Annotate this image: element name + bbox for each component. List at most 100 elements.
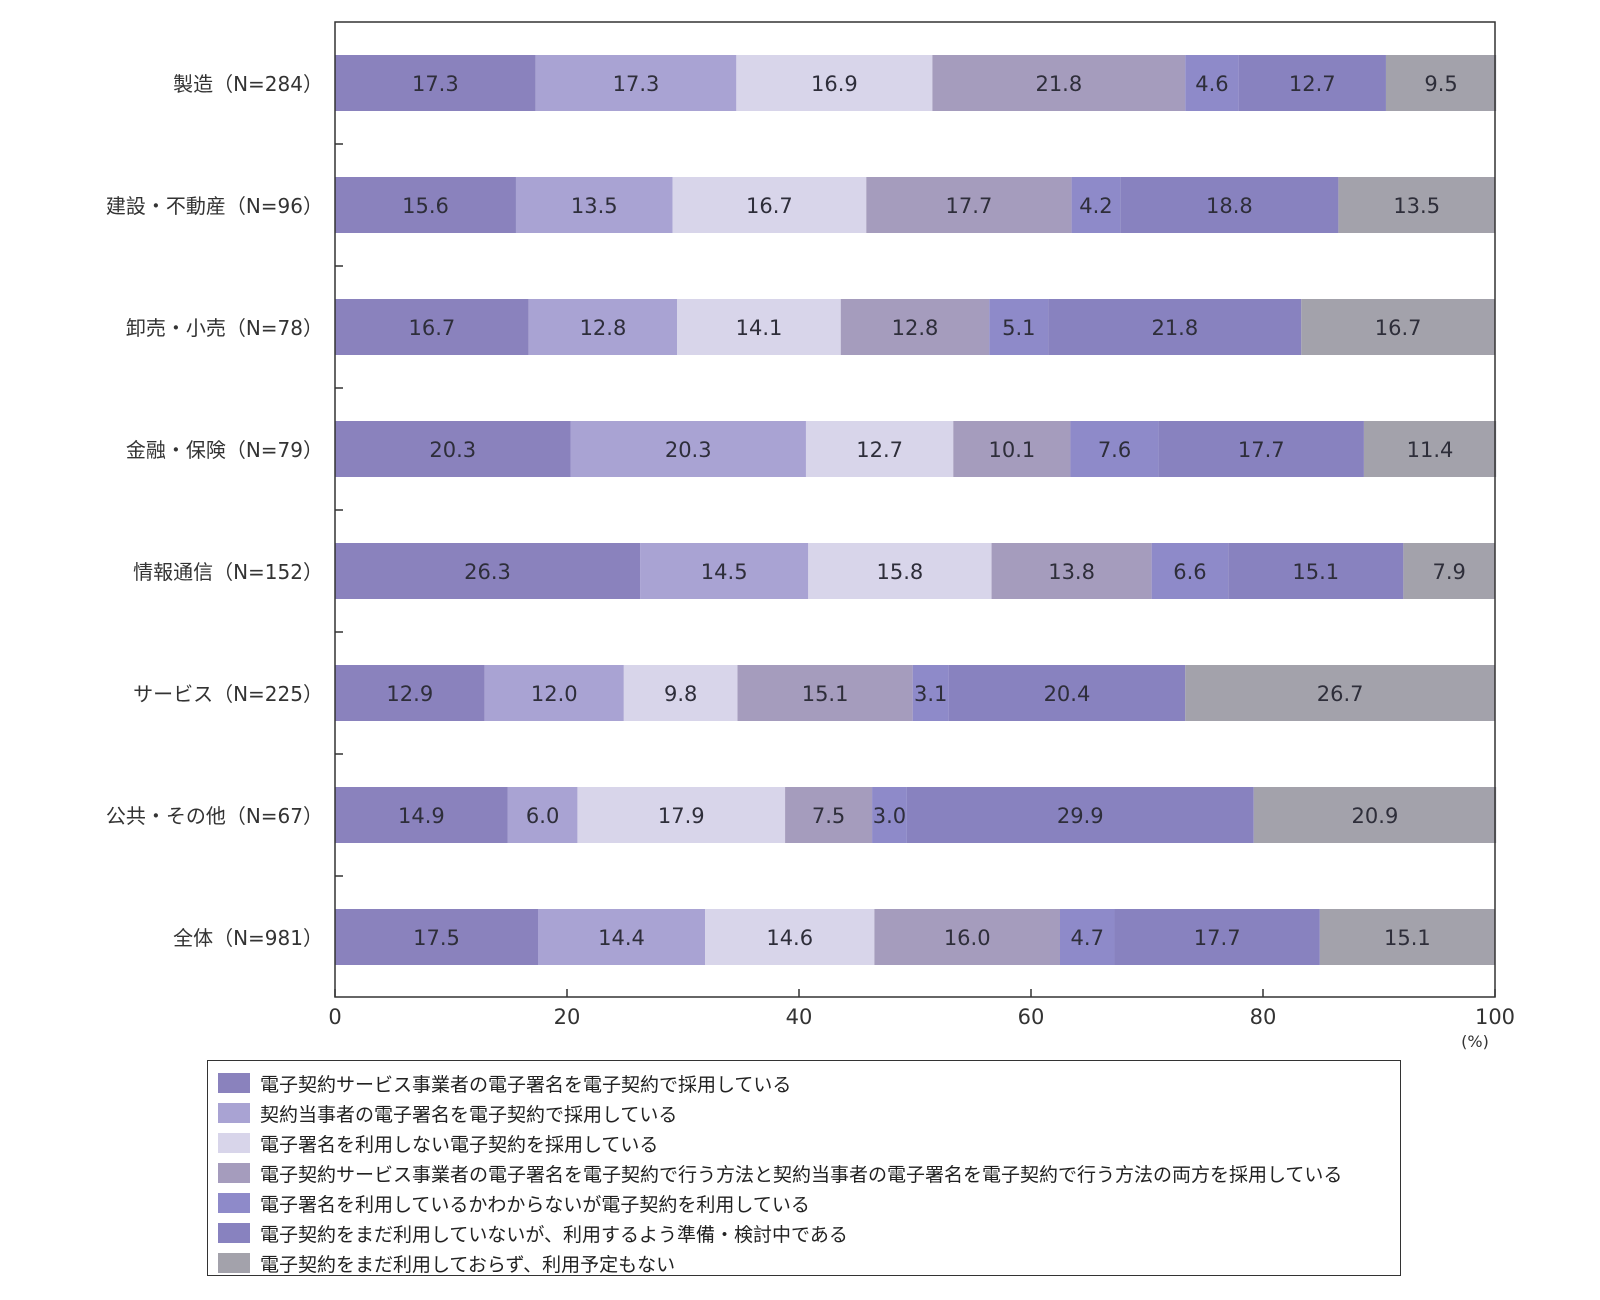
bar-segment	[577, 787, 786, 843]
data-label: 20.4	[1044, 682, 1091, 706]
data-label: 14.1	[736, 316, 783, 340]
legend-swatch	[218, 1193, 250, 1213]
category-label: 全体（N=981）	[173, 926, 323, 950]
data-label: 13.8	[1048, 560, 1095, 584]
bar-segment	[1071, 177, 1121, 233]
data-label: 6.0	[526, 804, 559, 828]
legend-item: 電子契約をまだ利用していないが、利用するよう準備・検討中である	[218, 1218, 1400, 1248]
legend-item: 電子署名を利用しない電子契約を採用している	[218, 1128, 1400, 1158]
bar-segment	[1120, 177, 1339, 233]
data-label: 11.4	[1407, 438, 1454, 462]
bar-segment	[736, 55, 933, 111]
legend-swatch	[218, 1223, 250, 1243]
x-tick-label: 40	[786, 1005, 813, 1029]
bar-segment	[335, 55, 536, 111]
legend-item: 電子契約をまだ利用しておらず、利用予定もない	[218, 1248, 1400, 1278]
data-label: 21.8	[1151, 316, 1198, 340]
data-label: 16.0	[944, 926, 991, 950]
data-label: 17.3	[412, 72, 459, 96]
legend-item: 電子契約サービス事業者の電子署名を電子契約で採用している	[218, 1068, 1400, 1098]
data-label: 20.3	[429, 438, 476, 462]
bar-segment	[1301, 299, 1495, 355]
data-label: 15.8	[877, 560, 924, 584]
legend-item: 電子契約サービス事業者の電子署名を電子契約で行う方法と契約当事者の電子署名を電子…	[218, 1158, 1400, 1188]
data-label: 16.7	[408, 316, 455, 340]
legend-swatch	[218, 1073, 250, 1093]
legend-swatch	[218, 1253, 250, 1273]
category-label: サービス（N=225）	[133, 682, 323, 706]
bar-segment	[872, 787, 907, 843]
category-label: 製造（N=284）	[173, 72, 323, 96]
data-label: 12.7	[856, 438, 903, 462]
bar-segment	[1060, 909, 1115, 965]
x-tick-label: 80	[1250, 1005, 1277, 1029]
bar-segment	[570, 421, 806, 477]
bars-group: 17.3 17.3 16.9 21.8 4.6 12.7 9.5 15.6 13.5 16.7 17…	[335, 55, 1497, 965]
bar-segment	[805, 421, 954, 477]
data-label: 17.7	[1238, 438, 1285, 462]
data-label: 15.1	[1384, 926, 1431, 950]
data-label: 16.7	[746, 194, 793, 218]
bar-segment	[507, 787, 578, 843]
data-label: 14.4	[598, 926, 645, 950]
legend-swatch	[218, 1133, 250, 1153]
data-label: 12.8	[892, 316, 939, 340]
stacked-bar-chart: 17.3 17.3 16.9 21.8 4.6 12.7 9.5 15.6 13.5 16.7 17…	[106, 21, 1515, 1051]
data-label: 14.6	[766, 926, 813, 950]
bar-segment	[737, 665, 913, 721]
legend-swatch	[218, 1103, 250, 1123]
bar-segment	[335, 177, 516, 233]
bar-segment	[866, 177, 1072, 233]
bar-segment	[1114, 909, 1320, 965]
chart-legend: 電子契約サービス事業者の電子署名を電子契約で採用している契約当事者の電子署名を電…	[207, 1060, 1401, 1276]
bar-segment	[538, 909, 706, 965]
data-label: 7.6	[1098, 438, 1131, 462]
bar-segment	[1319, 909, 1495, 965]
bar-segment	[840, 299, 990, 355]
bar-segment	[1158, 421, 1364, 477]
data-label: 4.7	[1071, 926, 1104, 950]
bar-segment	[640, 543, 809, 599]
data-label: 12.8	[580, 316, 627, 340]
bar-segment	[335, 543, 641, 599]
data-label: 12.9	[386, 682, 433, 706]
bar-segment	[335, 787, 508, 843]
data-label: 7.9	[1432, 560, 1465, 584]
bar-segment	[1403, 543, 1495, 599]
bar-segment	[335, 299, 529, 355]
bar-segment	[535, 55, 737, 111]
category-label: 卸売・小売（N=78）	[126, 316, 323, 340]
bar-segment	[1048, 299, 1302, 355]
category-label: 情報通信（N=152）	[133, 560, 323, 584]
legend-label: 電子契約をまだ利用しておらず、利用予定もない	[260, 1253, 676, 1276]
x-tick-label: 100	[1475, 1005, 1515, 1029]
legend-label: 電子契約をまだ利用していないが、利用するよう準備・検討中である	[260, 1223, 848, 1246]
category-label: 金融・保険（N=79）	[126, 438, 323, 462]
data-label: 26.3	[464, 560, 511, 584]
bar-segment	[1070, 421, 1159, 477]
bar-segment	[528, 299, 678, 355]
legend-item: 電子署名を利用しているかわからないが電子契約を利用している	[218, 1188, 1400, 1218]
bar-segment	[515, 177, 673, 233]
bar-segment	[1185, 55, 1239, 111]
bar-segment	[991, 543, 1152, 599]
data-label: 17.5	[413, 926, 460, 950]
data-label: 6.6	[1173, 560, 1206, 584]
data-label: 3.0	[873, 804, 906, 828]
data-label: 4.6	[1195, 72, 1228, 96]
data-label: 20.9	[1352, 804, 1399, 828]
data-label: 9.5	[1424, 72, 1457, 96]
bar-segment	[623, 665, 738, 721]
data-label: 18.8	[1206, 194, 1253, 218]
data-label: 20.3	[665, 438, 712, 462]
legend-label: 契約当事者の電子署名を電子契約で採用している	[260, 1103, 678, 1126]
data-label: 4.2	[1079, 194, 1112, 218]
data-label: 9.8	[664, 682, 697, 706]
legend-label: 電子署名を利用しているかわからないが電子契約を利用している	[260, 1193, 810, 1216]
bar-segment	[1385, 55, 1497, 111]
bar-segment	[1151, 543, 1229, 599]
data-label: 17.3	[613, 72, 660, 96]
bar-segment	[912, 665, 949, 721]
data-label: 16.7	[1375, 316, 1422, 340]
legend-item: 契約当事者の電子署名を電子契約で採用している	[218, 1098, 1400, 1128]
